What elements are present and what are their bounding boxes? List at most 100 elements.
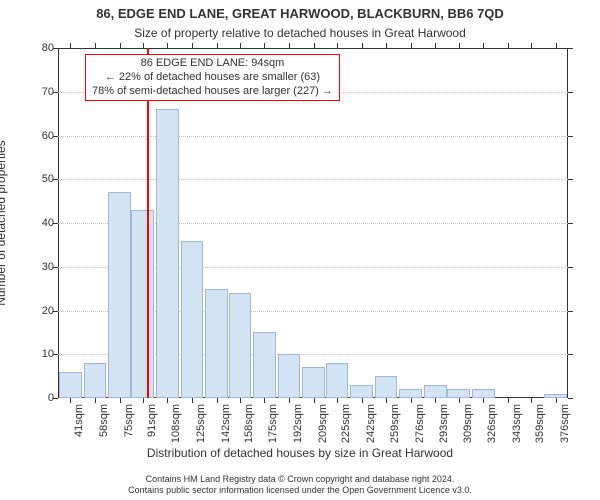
x-tick-label: 276sqm bbox=[414, 404, 426, 443]
chart-title-sub: Size of property relative to detached ho… bbox=[0, 26, 600, 40]
y-tick-label: 60 bbox=[14, 130, 54, 142]
x-tick-label: 175sqm bbox=[267, 404, 279, 443]
x-tick-mark bbox=[556, 43, 557, 48]
y-tick-label: 80 bbox=[14, 42, 54, 54]
x-tick-mark bbox=[167, 398, 168, 403]
y-tick-mark bbox=[568, 48, 573, 49]
histogram-bar bbox=[399, 389, 422, 398]
histogram-bar bbox=[84, 363, 107, 398]
x-tick-mark bbox=[95, 43, 96, 48]
histogram-bar bbox=[326, 363, 349, 398]
x-tick-mark bbox=[435, 43, 436, 48]
x-tick-mark bbox=[314, 398, 315, 403]
x-tick-mark bbox=[459, 43, 460, 48]
x-tick-mark bbox=[167, 43, 168, 48]
x-tick-mark bbox=[143, 43, 144, 48]
x-tick-mark bbox=[120, 43, 121, 48]
x-tick-mark bbox=[556, 398, 557, 403]
y-tick-mark bbox=[568, 354, 573, 355]
histogram-bar bbox=[447, 389, 470, 398]
y-tick-mark bbox=[568, 136, 573, 137]
chart-title-main: 86, EDGE END LANE, GREAT HARWOOD, BLACKB… bbox=[0, 6, 600, 21]
x-tick-label: 309sqm bbox=[462, 404, 474, 443]
x-tick-mark bbox=[435, 398, 436, 403]
x-tick-label: 142sqm bbox=[220, 404, 232, 443]
x-tick-mark bbox=[483, 398, 484, 403]
x-tick-mark bbox=[217, 43, 218, 48]
x-tick-mark bbox=[217, 398, 218, 403]
histogram-bar bbox=[131, 210, 154, 398]
x-tick-mark bbox=[531, 43, 532, 48]
y-tick-mark bbox=[568, 223, 573, 224]
annotation-line: 78% of semi-detached houses are larger (… bbox=[92, 85, 333, 99]
x-tick-mark bbox=[362, 398, 363, 403]
footer-line-1: Contains HM Land Registry data © Crown c… bbox=[0, 474, 600, 485]
x-tick-mark bbox=[386, 398, 387, 403]
x-tick-label: 343sqm bbox=[511, 404, 523, 443]
x-tick-label: 158sqm bbox=[243, 404, 255, 443]
histogram-bar bbox=[59, 372, 82, 398]
y-tick-label: 0 bbox=[14, 392, 54, 404]
histogram-bar bbox=[156, 109, 179, 398]
gridline bbox=[58, 179, 568, 180]
footer: Contains HM Land Registry data © Crown c… bbox=[0, 474, 600, 496]
histogram-bar bbox=[302, 367, 325, 398]
y-tick-mark bbox=[568, 92, 573, 93]
x-tick-mark bbox=[483, 43, 484, 48]
histogram-bar bbox=[205, 289, 228, 398]
y-tick-mark bbox=[568, 311, 573, 312]
x-tick-mark bbox=[264, 43, 265, 48]
x-tick-mark bbox=[337, 43, 338, 48]
x-tick-mark bbox=[240, 398, 241, 403]
x-tick-mark bbox=[289, 398, 290, 403]
x-axis-label: Distribution of detached houses by size … bbox=[0, 446, 600, 460]
annotation-box: 86 EDGE END LANE: 94sqm← 22% of detached… bbox=[85, 54, 340, 101]
x-tick-mark bbox=[508, 43, 509, 48]
x-tick-label: 192sqm bbox=[292, 404, 304, 443]
x-tick-mark bbox=[143, 398, 144, 403]
histogram-bar bbox=[375, 376, 398, 398]
x-tick-mark bbox=[411, 43, 412, 48]
histogram-bar bbox=[181, 241, 204, 399]
x-tick-label: 58sqm bbox=[98, 404, 110, 437]
x-tick-mark bbox=[362, 43, 363, 48]
y-tick-mark bbox=[568, 179, 573, 180]
x-tick-mark bbox=[95, 398, 96, 403]
x-tick-label: 108sqm bbox=[170, 404, 182, 443]
x-tick-label: 376sqm bbox=[559, 404, 571, 443]
x-tick-mark bbox=[411, 398, 412, 403]
y-tick-label: 70 bbox=[14, 86, 54, 98]
y-tick-label: 10 bbox=[14, 348, 54, 360]
x-tick-mark bbox=[508, 398, 509, 403]
x-tick-mark bbox=[264, 398, 265, 403]
y-tick-label: 30 bbox=[14, 261, 54, 273]
x-tick-mark bbox=[240, 43, 241, 48]
x-tick-label: 326sqm bbox=[486, 404, 498, 443]
x-tick-mark bbox=[120, 398, 121, 403]
x-tick-mark bbox=[386, 43, 387, 48]
x-tick-mark bbox=[337, 398, 338, 403]
x-tick-label: 91sqm bbox=[146, 404, 158, 437]
footer-line-2: Contains public sector information licen… bbox=[0, 485, 600, 496]
y-tick-label: 40 bbox=[14, 217, 54, 229]
y-tick-label: 20 bbox=[14, 305, 54, 317]
x-tick-label: 359sqm bbox=[534, 404, 546, 443]
histogram-bar bbox=[350, 385, 373, 398]
x-tick-label: 75sqm bbox=[123, 404, 135, 437]
gridline bbox=[58, 136, 568, 137]
annotation-line: 86 EDGE END LANE: 94sqm bbox=[92, 57, 333, 71]
x-tick-mark bbox=[70, 398, 71, 403]
x-tick-mark bbox=[314, 43, 315, 48]
histogram-bar bbox=[424, 385, 447, 398]
y-tick-mark bbox=[568, 398, 573, 399]
histogram-bar bbox=[108, 192, 131, 398]
histogram-bar bbox=[253, 332, 276, 398]
y-tick-mark bbox=[568, 267, 573, 268]
x-tick-mark bbox=[289, 43, 290, 48]
x-tick-mark bbox=[70, 43, 71, 48]
x-tick-label: 293sqm bbox=[438, 404, 450, 443]
x-tick-label: 41sqm bbox=[73, 404, 85, 437]
y-tick-label: 50 bbox=[14, 173, 54, 185]
histogram-bar bbox=[472, 389, 495, 398]
x-tick-label: 125sqm bbox=[195, 404, 207, 443]
